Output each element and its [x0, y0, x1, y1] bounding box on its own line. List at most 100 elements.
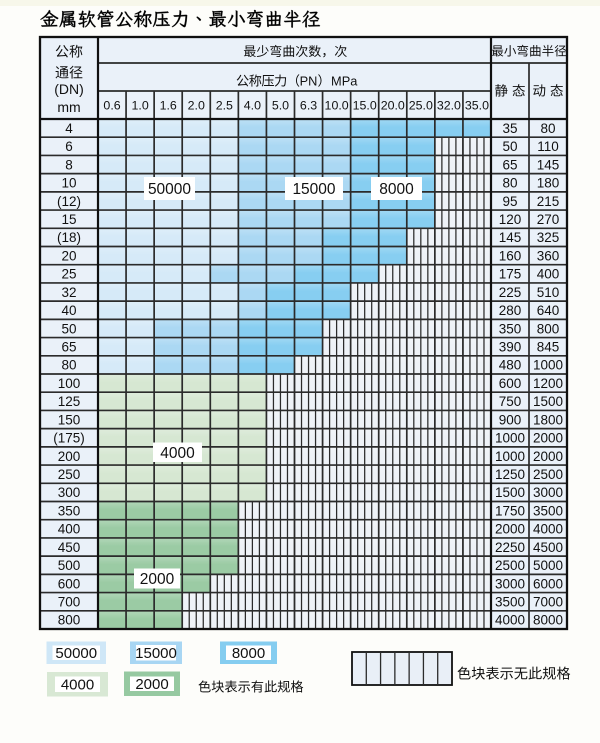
svg-text:32.0: 32.0	[437, 99, 461, 113]
svg-text:145: 145	[537, 157, 560, 172]
svg-text:800: 800	[58, 613, 81, 628]
svg-text:325: 325	[537, 230, 560, 245]
svg-text:65: 65	[61, 339, 76, 354]
svg-text:20.0: 20.0	[381, 99, 405, 113]
svg-text:50: 50	[502, 139, 517, 154]
svg-text:10.0: 10.0	[325, 99, 349, 113]
svg-text:20: 20	[61, 248, 76, 263]
svg-text:(12): (12)	[57, 194, 81, 209]
svg-text:1000: 1000	[533, 358, 563, 373]
svg-text:50000: 50000	[55, 645, 97, 662]
svg-text:2000: 2000	[533, 449, 563, 464]
svg-text:225: 225	[499, 285, 522, 300]
svg-text:5.0: 5.0	[272, 99, 289, 113]
svg-text:4000: 4000	[61, 677, 94, 694]
svg-text:15.0: 15.0	[353, 99, 377, 113]
svg-text:3500: 3500	[533, 503, 563, 518]
svg-text:4000: 4000	[533, 522, 563, 537]
svg-text:150: 150	[58, 412, 81, 427]
svg-text:7000: 7000	[533, 594, 563, 609]
svg-text:845: 845	[537, 339, 560, 354]
svg-text:200: 200	[58, 449, 81, 464]
svg-text:2.5: 2.5	[216, 99, 233, 113]
svg-text:1000: 1000	[495, 449, 525, 464]
svg-text:3500: 3500	[495, 594, 525, 609]
svg-text:750: 750	[499, 394, 522, 409]
svg-text:4.0: 4.0	[244, 99, 261, 113]
svg-text:50000: 50000	[148, 181, 191, 198]
svg-text:145: 145	[499, 230, 522, 245]
svg-text:8000: 8000	[533, 613, 563, 628]
svg-text:1500: 1500	[533, 394, 563, 409]
svg-text:0.6: 0.6	[103, 99, 120, 113]
svg-text:80: 80	[540, 121, 555, 136]
svg-text:350: 350	[499, 321, 522, 336]
svg-text:4000: 4000	[160, 445, 195, 462]
svg-text:95: 95	[502, 194, 517, 209]
svg-text:1750: 1750	[495, 503, 525, 518]
svg-text:2000: 2000	[533, 431, 563, 446]
svg-text:160: 160	[499, 248, 522, 263]
svg-text:700: 700	[58, 594, 81, 609]
svg-text:80: 80	[61, 358, 76, 373]
svg-text:PN: PN	[300, 74, 318, 89]
svg-text:6: 6	[65, 139, 73, 154]
svg-text:450: 450	[58, 540, 81, 555]
svg-text:65: 65	[502, 157, 517, 172]
svg-text:510: 510	[537, 285, 560, 300]
svg-text:480: 480	[499, 358, 522, 373]
svg-text:100: 100	[58, 376, 81, 391]
svg-text:32: 32	[61, 285, 76, 300]
svg-text:8000: 8000	[232, 645, 265, 662]
svg-text:180: 180	[537, 176, 560, 191]
svg-text:900: 900	[499, 412, 522, 427]
svg-text:640: 640	[537, 303, 560, 318]
svg-text:2250: 2250	[495, 540, 525, 555]
svg-text:15000: 15000	[292, 181, 335, 198]
svg-text:300: 300	[58, 485, 81, 500]
svg-text:80: 80	[502, 176, 517, 191]
svg-text:2.0: 2.0	[188, 99, 205, 113]
svg-text:125: 125	[58, 394, 81, 409]
svg-text:(175): (175)	[53, 431, 85, 446]
svg-text:mm: mm	[57, 99, 80, 115]
svg-text:280: 280	[499, 303, 522, 318]
svg-text:5000: 5000	[533, 558, 563, 573]
svg-text:35: 35	[502, 121, 517, 136]
svg-text:2000: 2000	[135, 676, 168, 693]
svg-text:600: 600	[58, 576, 81, 591]
svg-text:800: 800	[537, 321, 560, 336]
svg-text:2500: 2500	[533, 467, 563, 482]
svg-text:120: 120	[499, 212, 522, 227]
svg-text:(DN): (DN)	[54, 81, 84, 97]
svg-text:1500: 1500	[495, 485, 525, 500]
svg-text:4500: 4500	[533, 540, 563, 555]
svg-text:390: 390	[499, 339, 522, 354]
svg-text:1200: 1200	[533, 376, 563, 391]
svg-text:1250: 1250	[495, 467, 525, 482]
svg-text:40: 40	[61, 303, 76, 318]
svg-text:35.0: 35.0	[465, 99, 489, 113]
svg-text:3000: 3000	[533, 485, 563, 500]
svg-text:8000: 8000	[379, 181, 414, 198]
svg-text:2000: 2000	[140, 571, 175, 588]
svg-text:4: 4	[65, 121, 73, 136]
svg-text:15000: 15000	[135, 645, 177, 662]
svg-text:1.0: 1.0	[131, 99, 148, 113]
svg-text:1000: 1000	[495, 431, 525, 446]
svg-text:110: 110	[537, 139, 559, 154]
svg-text:2500: 2500	[495, 558, 525, 573]
svg-text:8: 8	[65, 157, 73, 172]
svg-text:400: 400	[58, 522, 81, 537]
svg-text:3000: 3000	[495, 576, 525, 591]
svg-text:350: 350	[58, 503, 81, 518]
svg-text:(18): (18)	[57, 230, 81, 245]
svg-text:1800: 1800	[533, 412, 563, 427]
svg-text:4000: 4000	[495, 613, 525, 628]
svg-text:6000: 6000	[533, 576, 563, 591]
svg-text:270: 270	[537, 212, 560, 227]
svg-text:6.3: 6.3	[300, 99, 317, 113]
svg-text:1.6: 1.6	[160, 99, 177, 113]
svg-text:10: 10	[61, 176, 76, 191]
svg-text:2000: 2000	[495, 522, 525, 537]
